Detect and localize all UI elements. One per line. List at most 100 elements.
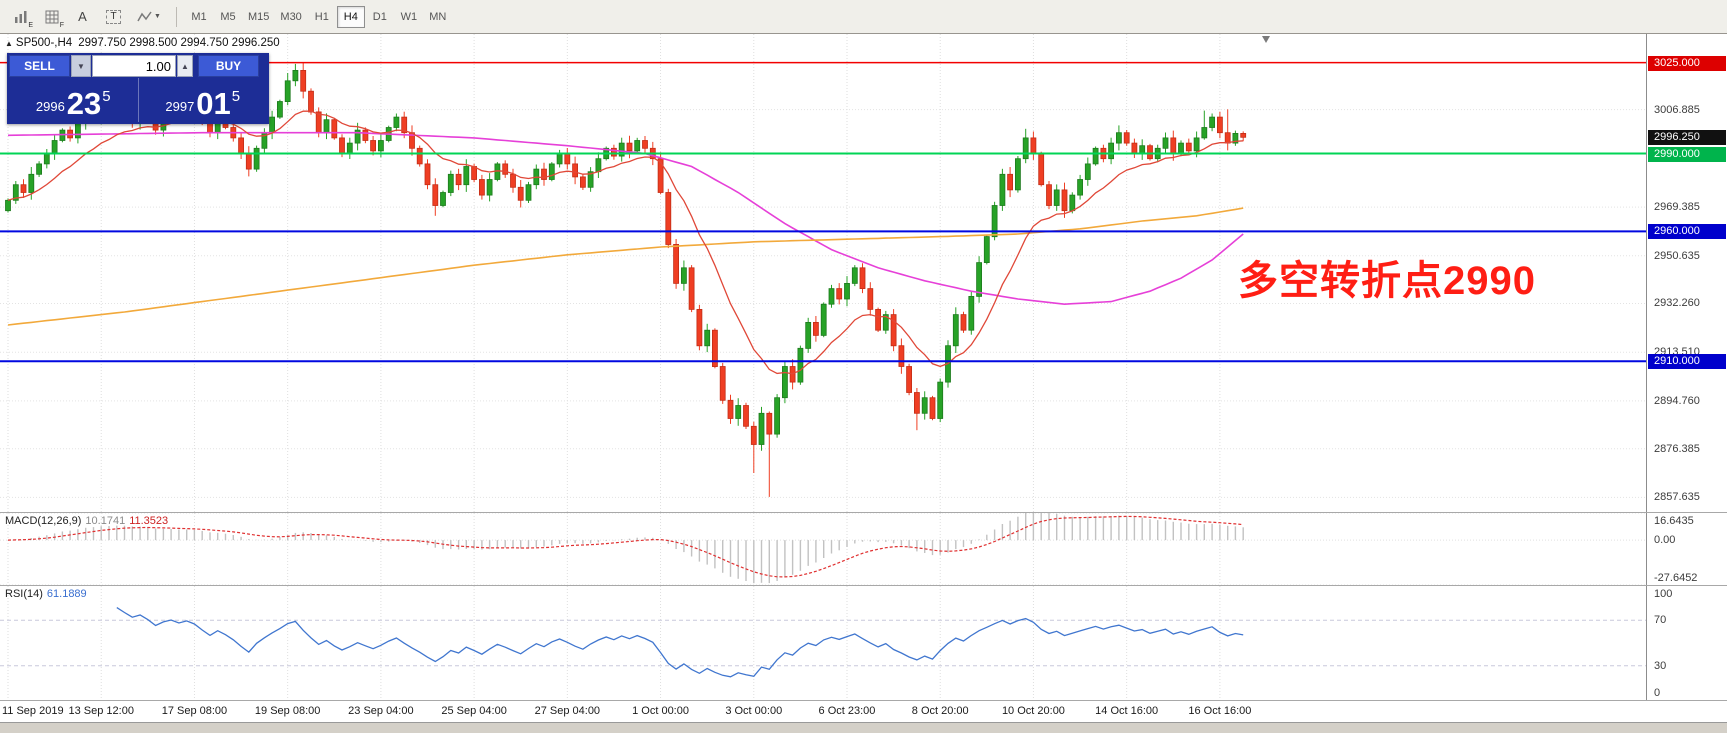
timeframe-toolbar: M1 M5 M15 M30 H1 H4 D1 W1 MN <box>185 5 452 28</box>
sub-f-label: F <box>59 21 64 29</box>
time-axis-label: 17 Sep 08:00 <box>161 705 228 717</box>
time-axis-label: 25 Sep 04:00 <box>441 705 507 717</box>
axis-label: 2932.260 <box>1654 297 1700 309</box>
volume-spin-up-icon[interactable]: ▲ <box>177 55 193 77</box>
top-toolbar: E F A T ▼ M1 M5 M15 M30 H1 H4 D1 W1 MN <box>0 0 1727 34</box>
macd-main-value: 10.1741 <box>85 515 126 527</box>
time-axis-label: 8 Oct 20:00 <box>911 705 969 717</box>
macd-pane[interactable]: MACD(12,26,9) 10.1741 11.3523 <box>0 513 1646 585</box>
timeframe-button-m30[interactable]: M30 <box>280 10 302 23</box>
grid-icon[interactable]: F <box>37 4 66 30</box>
price-level-badge: 2960.000 <box>1648 224 1726 239</box>
chart-mode-icon[interactable]: E <box>6 4 35 30</box>
price-chart-canvas[interactable] <box>0 34 1646 512</box>
chart-ohlc-header: ▲ SP500-,H4 2997.750 2998.500 2994.750 299… <box>5 37 280 49</box>
pane-separator[interactable] <box>0 700 1727 701</box>
time-axis-label: 27 Sep 04:00 <box>534 705 601 717</box>
zigzag-glyph <box>137 11 152 21</box>
volume-dropdown-icon[interactable]: ▼ <box>71 55 91 77</box>
pane-separator[interactable] <box>0 512 1727 513</box>
axis-label: 2969.385 <box>1654 201 1700 213</box>
axis-label: 2894.760 <box>1654 395 1700 407</box>
timeframe-button-d1[interactable]: D1 <box>372 10 387 23</box>
rsi-axis-label: 30 <box>1654 660 1667 672</box>
grid-glyph <box>45 10 58 23</box>
macd-canvas[interactable] <box>0 513 1646 585</box>
macd-axis-label: 16.6435 <box>1654 515 1694 527</box>
drawing-tools-icon[interactable]: ▼ <box>130 4 168 30</box>
rsi-axis-label: 100 <box>1654 588 1673 600</box>
rsi-axis-label: 0 <box>1654 687 1661 699</box>
ask-price-whole: 2997 <box>165 99 195 114</box>
rsi-pane[interactable]: RSI(14) 61.1889 <box>0 586 1646 700</box>
time-axis-label: 1 Oct 00:00 <box>632 705 689 717</box>
ohlc-values: 2997.750 2998.500 2994.750 2996.250 <box>78 37 280 49</box>
time-axis-label: 10 Oct 20:00 <box>1001 705 1065 717</box>
chevron-down-icon: ▼ <box>154 13 161 20</box>
timeframe-button-m5[interactable]: M5 <box>220 10 236 23</box>
letter-t: T <box>106 9 121 24</box>
rsi-canvas[interactable] <box>0 586 1646 700</box>
ask-price-pips: 01 <box>196 86 231 121</box>
bar-chart-glyph <box>14 10 26 23</box>
price-level-badge: 2910.000 <box>1648 354 1726 369</box>
sub-e-label: E <box>28 21 33 29</box>
macd-axis-label: -27.6452 <box>1654 572 1698 584</box>
volume-input[interactable] <box>92 55 176 77</box>
buy-button[interactable]: BUY <box>198 55 259 77</box>
axis-label: 3006.885 <box>1654 104 1700 116</box>
time-axis-label: 13 Sep 12:00 <box>68 705 134 717</box>
rsi-value: 61.1889 <box>46 588 87 600</box>
timeframe-button-h1[interactable]: H1 <box>314 10 329 23</box>
timeframe-button-m15[interactable]: M15 <box>248 10 270 23</box>
toolbar-separator <box>176 6 177 27</box>
macd-header: MACD(12,26,9) 10.1741 11.3523 <box>5 515 168 527</box>
time-axis-label: 14 Oct 16:00 <box>1095 705 1159 717</box>
symbol-title: SP500-,H4 <box>15 37 73 49</box>
text-icon[interactable]: A <box>68 4 97 30</box>
macd-title: MACD(12,26,9) <box>5 515 82 527</box>
chart-workspace: ▲ SP500-,H4 2997.750 2998.500 2994.750 299… <box>0 34 1727 733</box>
time-axis[interactable]: 11 Sep 2019 13 Sep 12:00 17 Sep 08:00 19 Se… <box>0 701 1727 722</box>
macd-signal-value: 11.3523 <box>129 515 169 527</box>
charts-column: ▲ SP500-,H4 2997.750 2998.500 2994.750 299… <box>0 34 1646 732</box>
bid-price-point: 5 <box>102 88 111 105</box>
pane-separator[interactable] <box>0 585 1727 586</box>
annotation-text: 多空转折点2990 <box>1238 259 1536 303</box>
price-level-badge: 2990.000 <box>1648 147 1726 162</box>
ask-price-point: 5 <box>231 88 241 105</box>
timeframe-button-m1[interactable]: M1 <box>191 10 207 23</box>
status-strip <box>0 722 1727 733</box>
sell-button[interactable]: SELL <box>9 55 70 77</box>
bid-price-pips: 23 <box>66 86 102 121</box>
chart-shift-marker[interactable] <box>1262 36 1271 43</box>
label-icon[interactable]: T <box>99 4 128 30</box>
time-axis-label: 19 Sep 08:00 <box>254 705 321 717</box>
time-axis-label: 16 Oct 16:00 <box>1188 705 1252 717</box>
time-axis-label: 23 Sep 04:00 <box>348 705 414 717</box>
sell-price-button[interactable]: 2996 23 5 <box>9 78 138 122</box>
time-axis-label: 3 Oct 00:00 <box>725 705 783 717</box>
letter-a: A <box>78 9 87 24</box>
timeframe-button-w1[interactable]: W1 <box>400 10 418 23</box>
rsi-axis-label: 70 <box>1654 614 1667 626</box>
axis-label: 2857.635 <box>1654 491 1700 503</box>
time-axis-label: 6 Oct 23:00 <box>818 705 876 717</box>
rsi-header: RSI(14) 61.1889 <box>5 588 87 600</box>
price-chart-pane[interactable]: ▲ SP500-,H4 2997.750 2998.500 2994.750 299… <box>0 34 1646 512</box>
price-level-badge: 3025.000 <box>1648 56 1726 71</box>
timeframe-button-h4[interactable]: H4 <box>336 5 365 28</box>
price-axis[interactable]: 3025.000 3006.885 2996.250 2990.000 2969.385… <box>1646 34 1727 732</box>
time-axis-label: 11 Sep 2019 <box>2 705 64 717</box>
axis-label: 2876.385 <box>1654 443 1700 455</box>
axis-label: 2950.635 <box>1654 250 1700 262</box>
macd-axis-label: 0.00 <box>1654 534 1676 546</box>
rsi-title: RSI(14) <box>5 588 43 600</box>
collapse-icon[interactable]: ▲ <box>5 39 13 48</box>
bid-price-whole: 2996 <box>35 99 65 114</box>
buy-price-button[interactable]: 2997 01 5 <box>137 78 268 122</box>
timeframe-button-mn[interactable]: MN <box>429 10 447 23</box>
price-level-badge: 2996.250 <box>1648 130 1726 145</box>
